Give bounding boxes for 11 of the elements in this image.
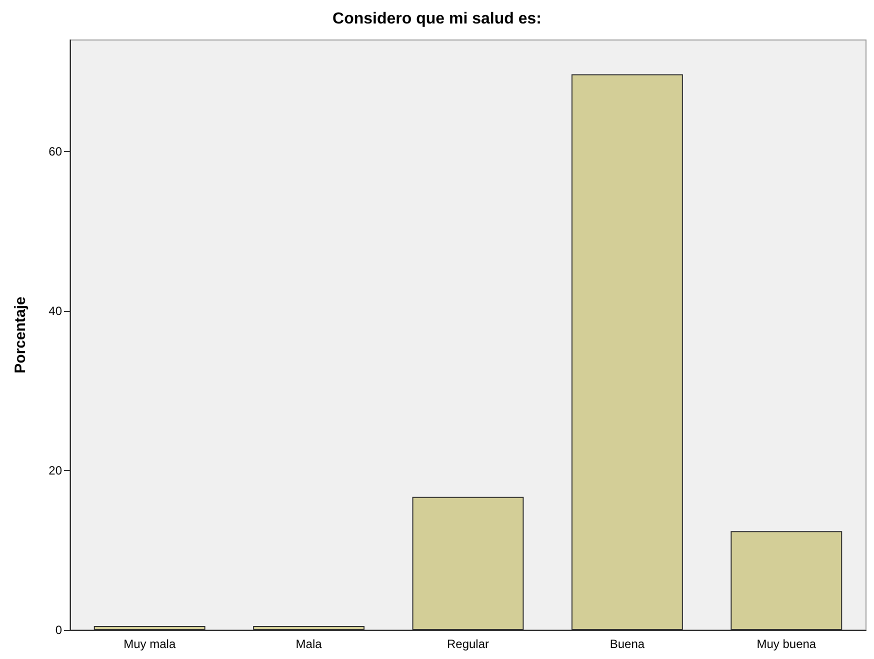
x-tick-label: Mala bbox=[296, 637, 322, 651]
x-tick-label: Regular bbox=[446, 637, 490, 651]
x-tick-label: Muy buena bbox=[756, 637, 816, 651]
y-tick-label: 40 bbox=[48, 304, 62, 318]
y-tick-label: 60 bbox=[48, 144, 62, 159]
chart-title: Considero que mi salud es: bbox=[332, 10, 542, 28]
y-tick-label: 20 bbox=[48, 464, 62, 478]
x-tick-label: Buena bbox=[610, 637, 645, 651]
y-axis-title: Porcentaje bbox=[12, 296, 29, 374]
y-tick-label: 0 bbox=[55, 623, 62, 637]
x-tick-label: Muy mala bbox=[124, 637, 176, 651]
